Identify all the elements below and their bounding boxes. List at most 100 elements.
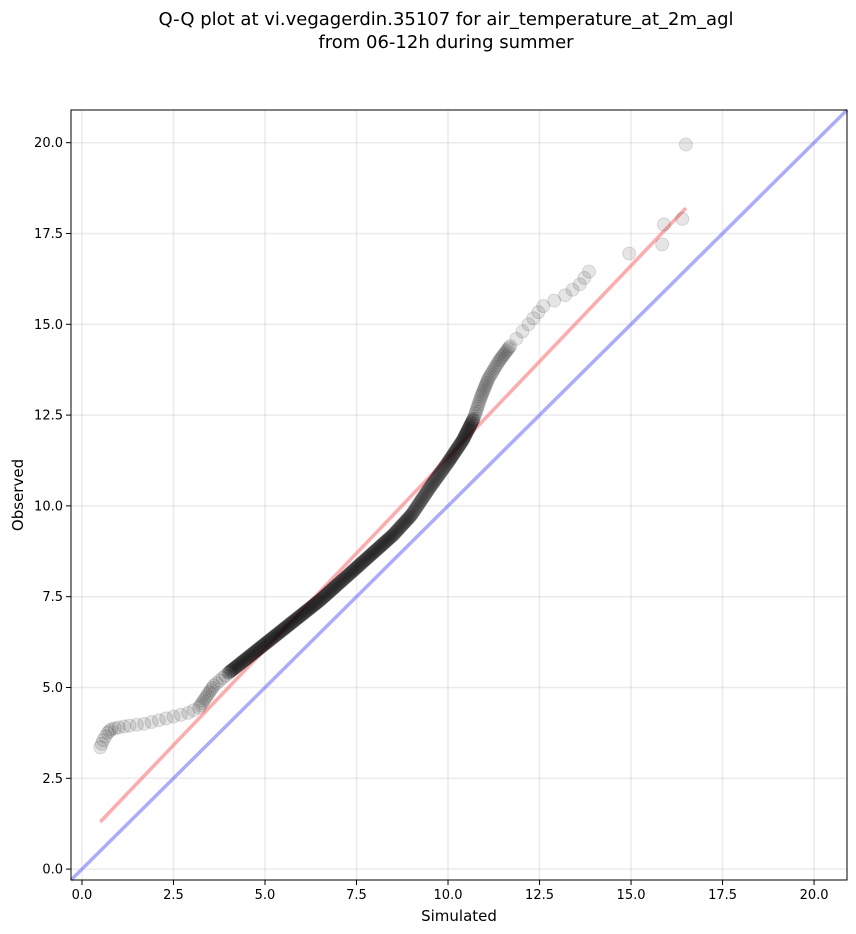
quantile-point — [343, 566, 358, 581]
quantile-point — [234, 655, 249, 670]
quantile-point — [258, 636, 273, 651]
quantile-point — [290, 611, 305, 626]
quantile-point — [453, 436, 468, 451]
quantile-point — [232, 657, 247, 672]
quantile-point — [302, 601, 317, 616]
quantile-point — [341, 567, 356, 582]
quantile-point — [273, 624, 288, 639]
quantile-point — [353, 556, 368, 571]
quantile-point — [312, 593, 327, 608]
quantile-point — [356, 554, 371, 569]
quantile-point — [547, 293, 562, 308]
quantile-point — [362, 549, 377, 564]
quantile-point — [338, 570, 353, 585]
quantile-point — [240, 650, 255, 665]
quantile-point — [432, 467, 447, 482]
quantile-point — [435, 463, 450, 478]
quantile-point — [328, 579, 343, 594]
quantile-point — [515, 324, 530, 339]
y-tick-label: 10.0 — [34, 499, 63, 514]
quantile-point — [281, 618, 296, 633]
quantile-point — [464, 415, 479, 430]
quantile-point — [298, 604, 313, 619]
quantile-point — [326, 581, 341, 596]
quantile-point — [483, 367, 498, 382]
chart-title-line-2: from 06-12h during summer — [318, 32, 574, 53]
y-tick-label: 7.5 — [42, 590, 63, 605]
quantile-point — [192, 700, 207, 715]
quantile-point — [380, 532, 395, 547]
quantile-point — [443, 451, 458, 466]
quantile-point — [284, 616, 299, 631]
quantile-point — [406, 504, 421, 519]
quantile-point — [364, 546, 379, 561]
quantile-point — [245, 646, 260, 661]
quantile-point — [438, 458, 453, 473]
quantile-point — [391, 521, 406, 536]
quantile-point — [277, 621, 292, 636]
quantile-point — [384, 529, 399, 544]
quantile-point — [391, 522, 406, 537]
quantile-point — [385, 528, 400, 543]
quantile-point — [243, 648, 258, 663]
quantile-point — [200, 687, 215, 702]
quantile-point — [173, 707, 188, 722]
quantile-point — [297, 605, 312, 620]
quantile-point — [444, 449, 459, 464]
quantile-point — [202, 685, 217, 700]
quantile-point — [503, 339, 518, 354]
quantile-point — [326, 580, 341, 595]
quantile-point — [243, 648, 258, 663]
quantile-point — [412, 496, 427, 511]
quantile-point — [186, 703, 201, 718]
quantile-point — [253, 640, 268, 655]
quantile-point — [339, 569, 354, 584]
y-tick-label: 2.5 — [42, 772, 63, 787]
quantile-point — [350, 560, 365, 575]
quantile-point — [227, 660, 242, 675]
quantile-point — [489, 357, 504, 372]
quantile-point — [387, 526, 402, 541]
quantile-point — [258, 636, 272, 651]
quantile-point — [266, 630, 281, 645]
quantile-point — [279, 620, 294, 635]
quantile-point — [284, 615, 299, 630]
quantile-point — [267, 629, 282, 644]
quantile-point — [473, 389, 488, 404]
quantile-point — [399, 513, 414, 528]
quantile-point-outlier — [622, 246, 637, 261]
quantile-point — [274, 623, 289, 638]
quantile-point — [408, 501, 423, 516]
quantile-point — [303, 601, 318, 616]
quantile-point-outlier — [678, 137, 693, 152]
fit-line — [99, 206, 688, 824]
quantile-point — [468, 406, 483, 421]
quantile-point — [313, 592, 328, 607]
quantile-point — [231, 658, 246, 673]
quantile-point — [288, 612, 303, 627]
quantile-point — [379, 533, 394, 548]
quantile-point — [392, 521, 407, 536]
quantile-point — [442, 452, 457, 467]
quantile-point — [102, 724, 117, 739]
quantile-point — [398, 514, 413, 529]
quantile-point — [247, 645, 262, 660]
quantile-point — [281, 617, 296, 632]
quantile-point — [470, 399, 485, 414]
quantile-point — [353, 557, 368, 572]
quantile-point — [473, 392, 488, 407]
quantile-point — [235, 654, 250, 669]
quantile-point-outlier — [675, 211, 690, 226]
quantile-point — [369, 542, 384, 557]
quantile-point — [325, 582, 340, 597]
x-tick-label: 15.0 — [617, 888, 646, 903]
quantile-point — [278, 620, 293, 635]
quantile-point — [331, 576, 346, 591]
y-axis-label: Observed — [9, 459, 27, 531]
quantile-point — [360, 550, 375, 565]
quantile-point — [386, 527, 401, 542]
quantile-point — [262, 633, 277, 648]
quantile-point — [449, 442, 464, 457]
quantile-point — [226, 662, 241, 677]
quantile-point — [581, 264, 596, 279]
